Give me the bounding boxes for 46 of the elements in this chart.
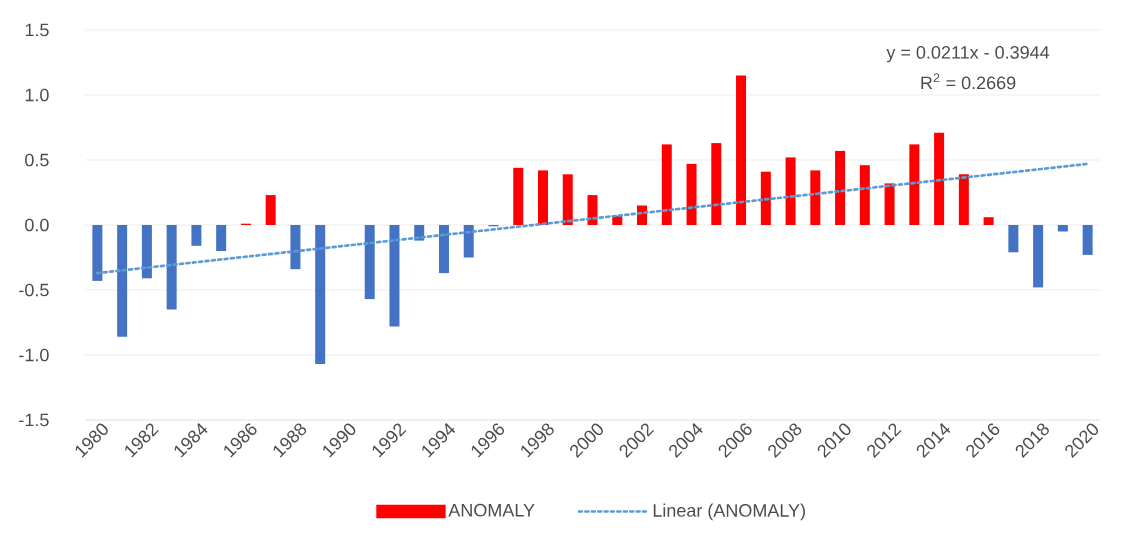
bar	[191, 225, 202, 246]
bar	[92, 225, 103, 281]
legend-label: Linear (ANOMALY)	[653, 503, 805, 521]
y-tick-label: 0.0	[25, 218, 49, 232]
legend-label: ANOMALY	[448, 503, 535, 517]
bar	[265, 195, 276, 225]
bar	[463, 225, 474, 258]
y-tick-label: -1.0	[19, 348, 49, 362]
bar	[760, 171, 771, 225]
bar	[859, 165, 870, 225]
bar	[117, 225, 128, 337]
annotation: R$^{2}$ = 0.2669	[921, 73, 1016, 90]
bar	[216, 225, 227, 251]
bar	[1082, 225, 1093, 255]
bar	[166, 225, 177, 310]
bar	[587, 195, 598, 225]
bar	[315, 225, 326, 365]
bar	[389, 225, 400, 327]
bar	[909, 144, 920, 225]
bar	[661, 144, 672, 225]
bar	[538, 170, 548, 225]
y-tick-label: -0.5	[19, 283, 49, 297]
bar	[983, 217, 994, 225]
y-tick-label: 1.5	[25, 23, 49, 37]
y-tick-label: -1.5	[19, 413, 49, 427]
bar	[711, 143, 722, 225]
bar	[141, 225, 152, 279]
bar	[438, 225, 449, 274]
bar	[884, 183, 895, 225]
bar	[1008, 225, 1019, 253]
bar	[364, 225, 375, 300]
bar	[736, 75, 747, 225]
bar	[1033, 225, 1044, 288]
y-tick-label: 1.0	[25, 88, 49, 102]
annotation: y = 0.0211x - 0.3944	[886, 46, 1050, 63]
bar	[562, 174, 573, 225]
bar	[290, 225, 301, 270]
bar	[835, 150, 846, 225]
bar	[686, 163, 697, 225]
bar	[958, 174, 969, 225]
bar	[934, 132, 945, 225]
bar	[1057, 225, 1068, 232]
y-tick-label: 0.5	[25, 153, 49, 167]
bar	[513, 167, 524, 225]
bar	[785, 157, 796, 225]
bar	[810, 170, 821, 225]
